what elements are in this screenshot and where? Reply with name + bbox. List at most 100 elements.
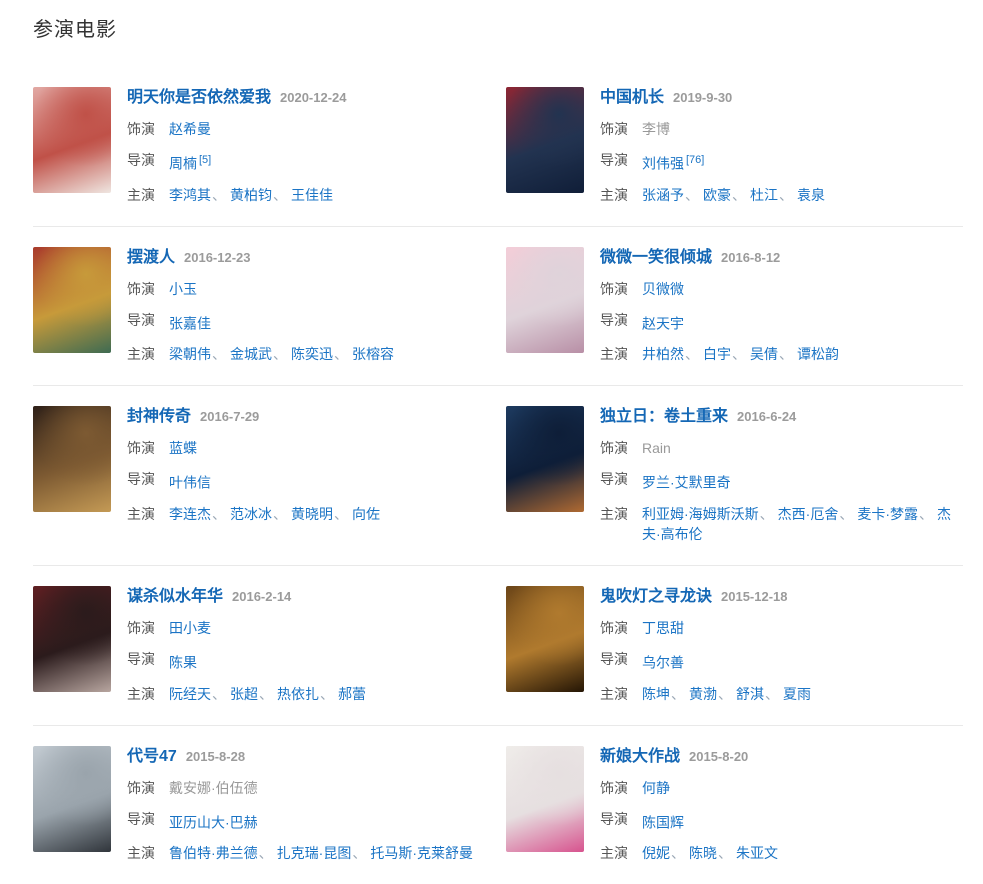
movie-poster[interactable] (33, 745, 111, 852)
cast-link[interactable]: 黄渤 (689, 685, 717, 702)
movie-poster[interactable] (506, 246, 584, 353)
cast-link[interactable]: 黄柏钧 (230, 186, 272, 203)
director-line: 导演 陈国辉 (600, 809, 963, 833)
director-link[interactable]: 亚历山大·巴赫 (169, 814, 258, 831)
cast-label: 主演 (127, 845, 155, 862)
movie-card: 独立日：卷土重来 2016-6-24 饰演 Rain 导演 罗兰·艾默里奇 主演 … (506, 406, 963, 544)
director-link[interactable]: 陈果 (169, 654, 197, 671)
movie-poster[interactable] (506, 406, 584, 513)
cast-link[interactable]: 梁朝伟 (169, 346, 211, 363)
movie-poster[interactable] (506, 745, 584, 852)
cast-link[interactable]: 杰西·厄舍 (777, 505, 839, 522)
cast-separator: 、 (320, 685, 334, 702)
cast-link[interactable]: 杰夫·高布伦 (642, 505, 952, 542)
cast-link[interactable]: 倪妮 (642, 845, 670, 862)
cast-link[interactable]: 井柏然 (642, 346, 684, 363)
movie-title-link[interactable]: 摆渡人 (127, 248, 176, 266)
cast-link[interactable]: 金城武 (230, 346, 272, 363)
cast-separator: 、 (718, 845, 732, 862)
citation-sup[interactable]: [5] (199, 154, 212, 166)
cast-link[interactable]: 王佳佳 (291, 186, 333, 203)
cast-separator: 、 (273, 346, 287, 363)
role-value-link: 戴安娜·伯伍德 (169, 779, 258, 796)
cast-link[interactable]: 夏雨 (783, 685, 811, 702)
role-line: 饰演 田小麦 (127, 618, 490, 638)
movie-title-link[interactable]: 明天你是否依然爱我 (127, 89, 272, 106)
director-line: 导演 刘伟强 [76] (600, 150, 963, 174)
director-link[interactable]: 叶伟信 (169, 474, 211, 491)
movie-info: 中国机长 2019-9-30 饰演 李博 导演 刘伟强 [76] 主演 张涵予、 欧豪… (600, 87, 963, 205)
movie-poster[interactable] (33, 87, 111, 193)
director-line: 导演 周楠 [5] (127, 150, 490, 174)
cast-link[interactable]: 利亚姆·海姆斯沃斯 (642, 505, 759, 522)
cast-link[interactable]: 扎克瑞·昆图 (276, 845, 352, 862)
movie-title-link[interactable]: 独立日：卷土重来 (600, 408, 729, 426)
cast-link[interactable]: 杜江 (750, 186, 778, 203)
movies-row: 封神传奇 2016-7-29 饰演 蓝蝶 导演 叶伟信 主演 李连杰、 范冰冰、 黄晓… (33, 385, 963, 565)
citation-sup[interactable]: [76] (686, 154, 705, 166)
role-value-link[interactable]: 蓝蝶 (169, 440, 197, 457)
movie-title-link[interactable]: 微微一笑很倾城 (600, 248, 713, 266)
cast-label: 主演 (600, 685, 628, 702)
cast-link[interactable]: 托马斯·克莱舒曼 (370, 845, 474, 862)
cast-link[interactable]: 李连杰 (169, 505, 211, 522)
cast-link[interactable]: 舒淇 (736, 685, 764, 702)
movies-grid: 明天你是否依然爱我 2020-12-24 饰演 赵希曼 导演 周楠 [5] 主演 李… (33, 67, 963, 884)
cast-label: 主演 (600, 346, 628, 363)
role-value-link[interactable]: 赵希曼 (169, 121, 211, 137)
release-date: 2016-6-24 (737, 409, 797, 425)
cast-link[interactable]: 阮经天 (169, 685, 211, 702)
cast-link[interactable]: 陈晓 (689, 845, 717, 862)
cast-link[interactable]: 郝蕾 (338, 685, 366, 702)
movie-title-link[interactable]: 鬼吹灯之寻龙诀 (600, 587, 713, 605)
role-value-link[interactable]: 小玉 (169, 280, 197, 297)
cast-link[interactable]: 白宇 (703, 346, 731, 363)
cast-link[interactable]: 张涵予 (642, 186, 684, 203)
cast-link[interactable]: 欧豪 (703, 186, 731, 203)
role-value-link[interactable]: 贝微微 (642, 280, 684, 297)
director-link[interactable]: 周楠 (169, 155, 197, 172)
cast-link[interactable]: 陈奕迅 (291, 346, 333, 363)
role-value-link[interactable]: 田小麦 (169, 619, 211, 636)
movie-title-link[interactable]: 谋杀似水年华 (127, 587, 224, 605)
movie-title-link[interactable]: 封神传奇 (127, 408, 192, 426)
movie-poster[interactable] (33, 585, 111, 692)
director-link[interactable]: 罗兰·艾默里奇 (642, 474, 731, 491)
cast-link[interactable]: 袁泉 (797, 186, 825, 203)
role-line: 饰演 李博 (600, 119, 963, 139)
cast-link[interactable]: 热依扎 (277, 685, 319, 702)
cast-link[interactable]: 张超 (230, 685, 258, 702)
director-link[interactable]: 乌尔善 (642, 654, 684, 671)
movie-poster[interactable] (33, 246, 111, 353)
cast-link[interactable]: 吴倩 (750, 346, 778, 363)
movie-title-link[interactable]: 代号47 (127, 747, 177, 765)
movie-title-link[interactable]: 中国机长 (600, 89, 665, 106)
director-link[interactable]: 陈国辉 (642, 814, 684, 831)
cast-link[interactable]: 朱亚文 (736, 845, 778, 862)
movie-poster[interactable] (506, 585, 584, 692)
cast-link[interactable]: 鲁伯特·弗兰德 (169, 845, 258, 862)
cast-link[interactable]: 张榕容 (352, 346, 394, 363)
cast-link[interactable]: 向佐 (352, 505, 380, 522)
movie-title-link[interactable]: 新娘大作战 (600, 747, 681, 765)
role-line: 饰演 丁思甜 (600, 618, 963, 638)
cast-link[interactable]: 麦卡·梦露 (857, 505, 919, 522)
cast-separator: 、 (779, 346, 793, 363)
director-link[interactable]: 刘伟强 (642, 155, 684, 172)
release-date: 2015-8-28 (185, 748, 246, 764)
cast-link[interactable]: 李鸿其 (169, 186, 211, 203)
movie-poster[interactable] (506, 87, 584, 193)
role-value-link[interactable]: 何静 (642, 779, 670, 796)
role-value-link: 李博 (642, 121, 670, 137)
movie-poster[interactable] (33, 406, 111, 513)
role-value-link[interactable]: 丁思甜 (642, 619, 684, 636)
cast-link[interactable]: 陈坤 (642, 685, 670, 702)
director-link[interactable]: 赵天宇 (642, 315, 684, 332)
director-link[interactable]: 张嘉佳 (169, 315, 211, 332)
cast-link[interactable]: 黄晓明 (291, 505, 333, 522)
cast-separator: 、 (839, 505, 854, 522)
cast-link[interactable]: 范冰冰 (230, 505, 272, 522)
cast-link[interactable]: 谭松韵 (797, 346, 839, 363)
role-line: 饰演 小玉 (127, 279, 490, 299)
